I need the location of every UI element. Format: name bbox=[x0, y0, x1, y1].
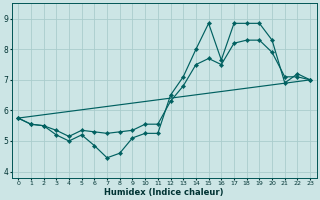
X-axis label: Humidex (Indice chaleur): Humidex (Indice chaleur) bbox=[104, 188, 224, 197]
